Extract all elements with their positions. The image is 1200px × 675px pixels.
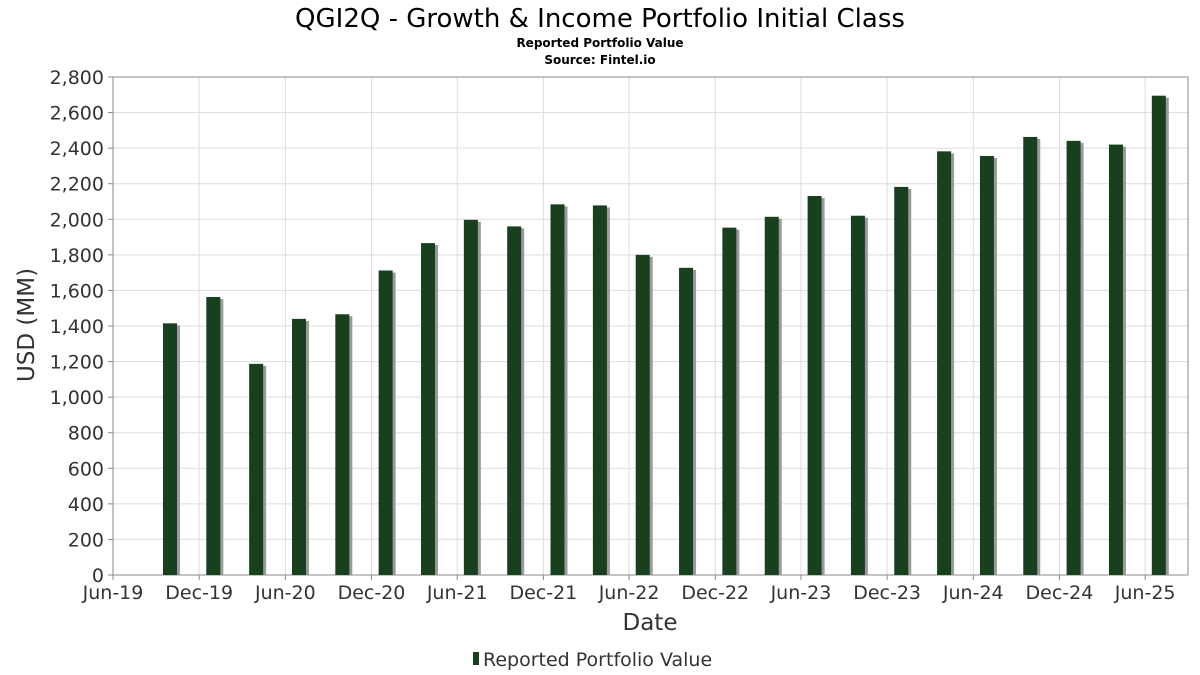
- y-tick-label: 1,600: [50, 280, 104, 302]
- x-tick-label: Jun-23: [770, 582, 832, 604]
- bars: [162, 95, 1169, 576]
- bar: [249, 363, 264, 575]
- legend-swatch: [473, 652, 479, 665]
- y-tick-label: 200: [68, 529, 104, 551]
- y-tick-label: 1,200: [50, 352, 104, 374]
- y-tick-label: 2,200: [50, 174, 104, 196]
- y-tick-label: 800: [68, 423, 104, 445]
- y-tick-label: 2,600: [50, 103, 104, 125]
- bar: [1108, 144, 1123, 576]
- x-tick-label: Jun-25: [1114, 582, 1176, 604]
- bar: [335, 314, 350, 575]
- bar: [162, 323, 177, 575]
- x-tick-label: Jun-22: [598, 582, 660, 604]
- bar: [937, 151, 952, 575]
- bar: [722, 227, 737, 575]
- y-tick-label: 1,800: [50, 245, 104, 267]
- x-tick-label: Jun-21: [426, 582, 488, 604]
- bar: [550, 204, 565, 576]
- bar: [291, 318, 306, 575]
- bar: [1151, 95, 1166, 576]
- x-axis-ticks: Jun-19 Dec-19 Jun-20 Dec-20 Jun-21 Dec-21 Jun-…: [82, 575, 1176, 604]
- legend-label: Reported Portfolio Value: [483, 649, 712, 671]
- y-axis-title: USD (MM): [14, 268, 40, 382]
- y-tick-label: 1,000: [50, 387, 104, 409]
- bar: [1066, 140, 1081, 575]
- bar: [378, 270, 393, 575]
- legend: Reported Portfolio Value: [473, 649, 712, 671]
- x-tick-label: Dec-20: [338, 582, 406, 604]
- chart-title: QGI2Q - Growth & Income Portfolio Initia…: [295, 4, 905, 34]
- chart-subtitle: Reported Portfolio Value: [516, 36, 683, 50]
- y-axis-ticks: 0 200 400 600 800 1,000 1,200 1,400 1,600 1,800 2,…: [50, 67, 113, 587]
- x-tick-label: Jun-24: [942, 582, 1004, 604]
- y-tick-label: 0: [92, 565, 104, 587]
- y-tick-label: 1,400: [50, 316, 104, 338]
- x-tick-label: Dec-24: [1026, 582, 1094, 604]
- bar: [1023, 136, 1038, 575]
- x-tick-label: Jun-19: [82, 582, 144, 604]
- y-tick-label: 2,400: [50, 138, 104, 160]
- bar: [979, 155, 994, 575]
- bar: [807, 195, 822, 575]
- x-tick-label: Dec-22: [681, 582, 749, 604]
- bar: [894, 186, 909, 575]
- x-tick-label: Dec-23: [853, 582, 921, 604]
- bar: [507, 226, 522, 575]
- bar: [206, 297, 221, 575]
- bar: [679, 267, 694, 575]
- bar: [850, 215, 865, 575]
- x-tick-label: Jun-20: [254, 582, 316, 604]
- bar: [635, 254, 650, 575]
- bar: [463, 219, 478, 576]
- y-tick-label: 2,000: [50, 209, 104, 231]
- y-tick-label: 400: [68, 494, 104, 516]
- x-axis-title: Date: [623, 610, 678, 636]
- bar: [592, 205, 607, 576]
- bar: [421, 243, 436, 575]
- y-tick-label: 600: [68, 458, 104, 480]
- x-tick-label: Dec-21: [509, 582, 577, 604]
- bar: [764, 216, 779, 575]
- x-tick-label: Dec-19: [165, 582, 233, 604]
- y-tick-label: 2,800: [50, 67, 104, 89]
- chart-source: Source: Fintel.io: [544, 53, 655, 67]
